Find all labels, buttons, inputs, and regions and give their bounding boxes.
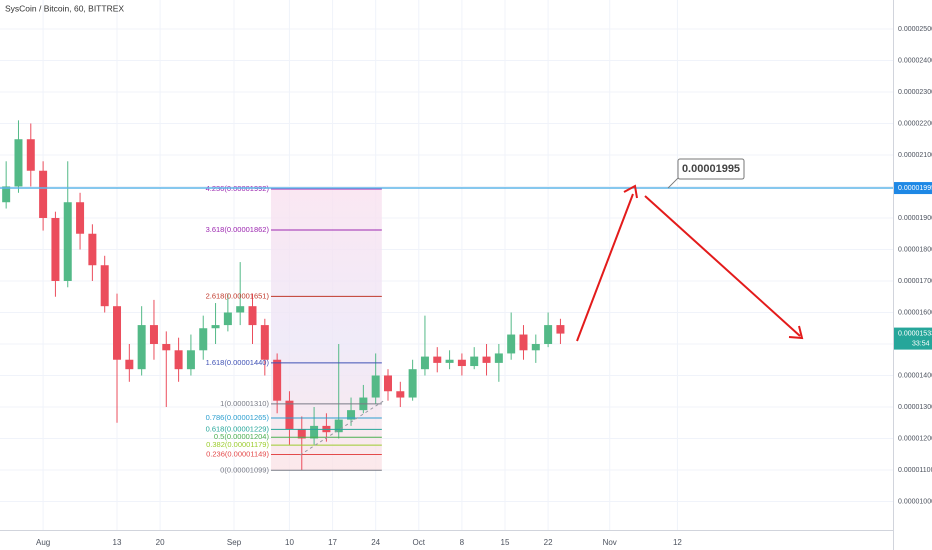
candle-body	[297, 429, 306, 439]
candle-body	[174, 350, 183, 370]
candle-body	[544, 325, 553, 344]
y-tick-label: 0.00002400	[898, 57, 932, 64]
y-tick-label: 0.00001100	[898, 467, 932, 474]
candle-body	[273, 359, 282, 401]
candle-body	[507, 334, 516, 354]
candle-body	[2, 186, 11, 203]
fib-label: 3.618(0.00001862)	[206, 225, 270, 234]
candle-body	[186, 350, 195, 370]
fib-label: 1.618(0.00001440)	[206, 358, 270, 367]
y-tick-label: 0.00002200	[898, 120, 932, 127]
candle-body	[371, 375, 380, 398]
arrow-up	[576, 193, 634, 342]
candle-body	[420, 356, 429, 370]
price-tag-text: 0.00001995	[898, 185, 932, 192]
y-tick-label: 0.00001400	[898, 372, 932, 379]
x-tick-label: 8	[460, 538, 465, 547]
candle-body	[383, 375, 392, 392]
candle-body	[334, 419, 343, 433]
candle-body	[162, 343, 171, 351]
candle-body	[125, 359, 134, 370]
callout-pointer	[667, 177, 679, 189]
candle-body	[494, 353, 503, 363]
x-tick-label: Nov	[603, 538, 617, 547]
candle-body	[14, 139, 23, 187]
candle-body	[26, 139, 35, 171]
x-tick-label: Sep	[227, 538, 242, 547]
x-tick-label: 10	[285, 538, 294, 547]
candle-body	[199, 328, 208, 351]
price-tag	[894, 182, 932, 195]
candle-body	[100, 265, 109, 307]
fib-label: 0.382(0.00001179)	[206, 440, 269, 449]
x-tick-label: 24	[371, 538, 380, 547]
arrow-head	[788, 325, 804, 340]
fib-label: 2.618(0.00001651)	[206, 291, 270, 300]
y-tick-label: 0.00002500	[898, 26, 932, 33]
y-tick-label: 0.00001800	[898, 246, 932, 253]
candle-body	[63, 202, 72, 281]
candle-body	[482, 356, 491, 363]
candle-body	[531, 343, 540, 351]
candle-body	[149, 325, 158, 344]
candle-body	[519, 334, 528, 351]
candle-body	[76, 202, 85, 234]
fib-label: 0.618(0.00001229)	[206, 424, 270, 433]
candle-body	[88, 233, 97, 266]
candle-body	[556, 325, 565, 334]
candle-body	[211, 325, 220, 329]
y-tick-label: 0.00001900	[898, 215, 932, 222]
callout-text: 0.00001995	[682, 163, 740, 175]
candle-body	[445, 359, 454, 363]
x-tick-label: 13	[113, 538, 122, 547]
candle-body	[470, 356, 479, 367]
candle-body	[113, 306, 122, 360]
last-price-tag	[894, 327, 932, 350]
candle-body	[260, 325, 269, 360]
x-tick-label: 20	[156, 538, 165, 547]
x-tick-label: 12	[673, 538, 682, 547]
candle-body	[285, 400, 294, 430]
candle-body	[39, 170, 48, 218]
x-tick-label: Aug	[36, 538, 50, 547]
candle-body	[433, 356, 442, 363]
fib-label: 1(0.00001310)	[220, 399, 269, 408]
candle-body	[51, 217, 60, 281]
callout-box	[677, 158, 745, 180]
candle-body	[408, 369, 417, 398]
countdown-text: 33:54	[912, 340, 930, 347]
fib-label: 0.786(0.00001265)	[206, 413, 270, 422]
candle-body	[310, 425, 319, 439]
arrow-down	[644, 195, 801, 337]
fib-label: 0(0.00001099)	[220, 465, 269, 474]
x-tick-label: Oct	[413, 538, 426, 547]
y-tick-label: 0.00001600	[898, 309, 932, 316]
y-tick-label: 0.00001000	[898, 498, 932, 505]
candle-body	[137, 325, 146, 370]
y-tick-label: 0.00002300	[898, 89, 932, 96]
fib-label: 0.5(0.00001204)	[214, 432, 270, 441]
candle-body	[248, 306, 257, 326]
candle-body	[457, 359, 466, 367]
y-tick-label: 0.00001300	[898, 404, 932, 411]
arrow-head	[623, 184, 638, 199]
chart-title: SysCoin / Bitcoin, 60, BITTREX	[5, 3, 124, 13]
candle-body	[347, 410, 356, 420]
y-tick-label: 0.00001700	[898, 278, 932, 285]
last-price-text: 0.00001533	[898, 330, 932, 337]
candle-body	[396, 391, 405, 398]
y-tick-label: 0.00002100	[898, 152, 932, 159]
trend-line	[299, 399, 386, 456]
y-tick-label: 0.00001200	[898, 435, 932, 442]
candle-body	[236, 306, 245, 313]
x-tick-label: 22	[544, 538, 553, 547]
x-tick-label: 15	[501, 538, 510, 547]
fib-label: 0.236(0.00001149)	[206, 450, 269, 459]
candle-body	[223, 312, 232, 326]
x-tick-label: 17	[328, 538, 337, 547]
